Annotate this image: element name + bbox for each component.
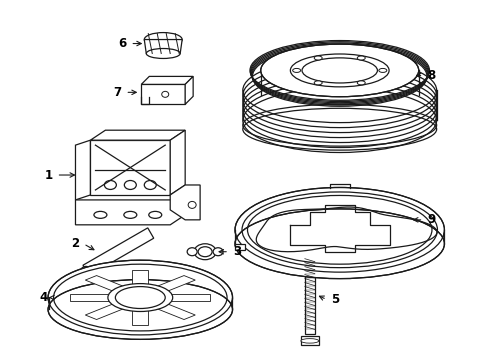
Polygon shape bbox=[90, 140, 170, 195]
Ellipse shape bbox=[235, 188, 444, 272]
Text: 9: 9 bbox=[427, 213, 435, 226]
Bar bbox=[141, 84, 185, 104]
Ellipse shape bbox=[290, 54, 388, 87]
Ellipse shape bbox=[104, 180, 116, 189]
Ellipse shape bbox=[260, 44, 418, 97]
Ellipse shape bbox=[146, 49, 180, 58]
Polygon shape bbox=[132, 270, 148, 285]
Bar bbox=[300, 336, 318, 345]
Ellipse shape bbox=[198, 247, 212, 257]
Ellipse shape bbox=[108, 284, 172, 311]
Ellipse shape bbox=[314, 56, 322, 60]
Ellipse shape bbox=[48, 260, 232, 335]
Polygon shape bbox=[144, 40, 182, 54]
Ellipse shape bbox=[314, 81, 322, 85]
Ellipse shape bbox=[48, 280, 232, 339]
Polygon shape bbox=[156, 275, 195, 291]
Polygon shape bbox=[83, 228, 153, 275]
Polygon shape bbox=[141, 76, 193, 84]
Text: 5: 5 bbox=[330, 293, 338, 306]
Ellipse shape bbox=[292, 68, 300, 72]
Ellipse shape bbox=[357, 56, 365, 60]
Polygon shape bbox=[70, 294, 110, 301]
Polygon shape bbox=[185, 76, 193, 104]
Polygon shape bbox=[75, 190, 185, 225]
Polygon shape bbox=[75, 140, 90, 200]
Ellipse shape bbox=[94, 211, 107, 219]
Ellipse shape bbox=[187, 248, 197, 256]
Polygon shape bbox=[90, 130, 185, 140]
Ellipse shape bbox=[148, 211, 162, 219]
Ellipse shape bbox=[115, 287, 165, 309]
Polygon shape bbox=[85, 304, 124, 320]
Polygon shape bbox=[170, 130, 185, 195]
Text: 7: 7 bbox=[113, 86, 121, 99]
Bar bbox=[304, 255, 314, 334]
Ellipse shape bbox=[81, 266, 91, 274]
Text: 8: 8 bbox=[427, 69, 435, 82]
Ellipse shape bbox=[188, 201, 196, 208]
Polygon shape bbox=[156, 304, 195, 320]
Ellipse shape bbox=[124, 180, 136, 189]
Text: 4: 4 bbox=[40, 291, 48, 304]
Ellipse shape bbox=[123, 211, 137, 219]
Polygon shape bbox=[85, 275, 124, 291]
Ellipse shape bbox=[357, 81, 365, 85]
Text: 2: 2 bbox=[71, 237, 80, 250]
Ellipse shape bbox=[162, 91, 168, 97]
Ellipse shape bbox=[144, 32, 182, 46]
Ellipse shape bbox=[378, 68, 386, 72]
Text: 1: 1 bbox=[44, 168, 53, 181]
Ellipse shape bbox=[235, 209, 444, 279]
Text: 3: 3 bbox=[232, 245, 241, 258]
Ellipse shape bbox=[144, 180, 156, 189]
Text: 6: 6 bbox=[118, 37, 126, 50]
Polygon shape bbox=[132, 310, 148, 325]
Ellipse shape bbox=[302, 58, 377, 83]
Ellipse shape bbox=[213, 248, 223, 256]
Polygon shape bbox=[235, 244, 244, 250]
Polygon shape bbox=[170, 294, 210, 301]
Polygon shape bbox=[170, 185, 200, 220]
Ellipse shape bbox=[300, 339, 318, 343]
Ellipse shape bbox=[194, 244, 216, 260]
